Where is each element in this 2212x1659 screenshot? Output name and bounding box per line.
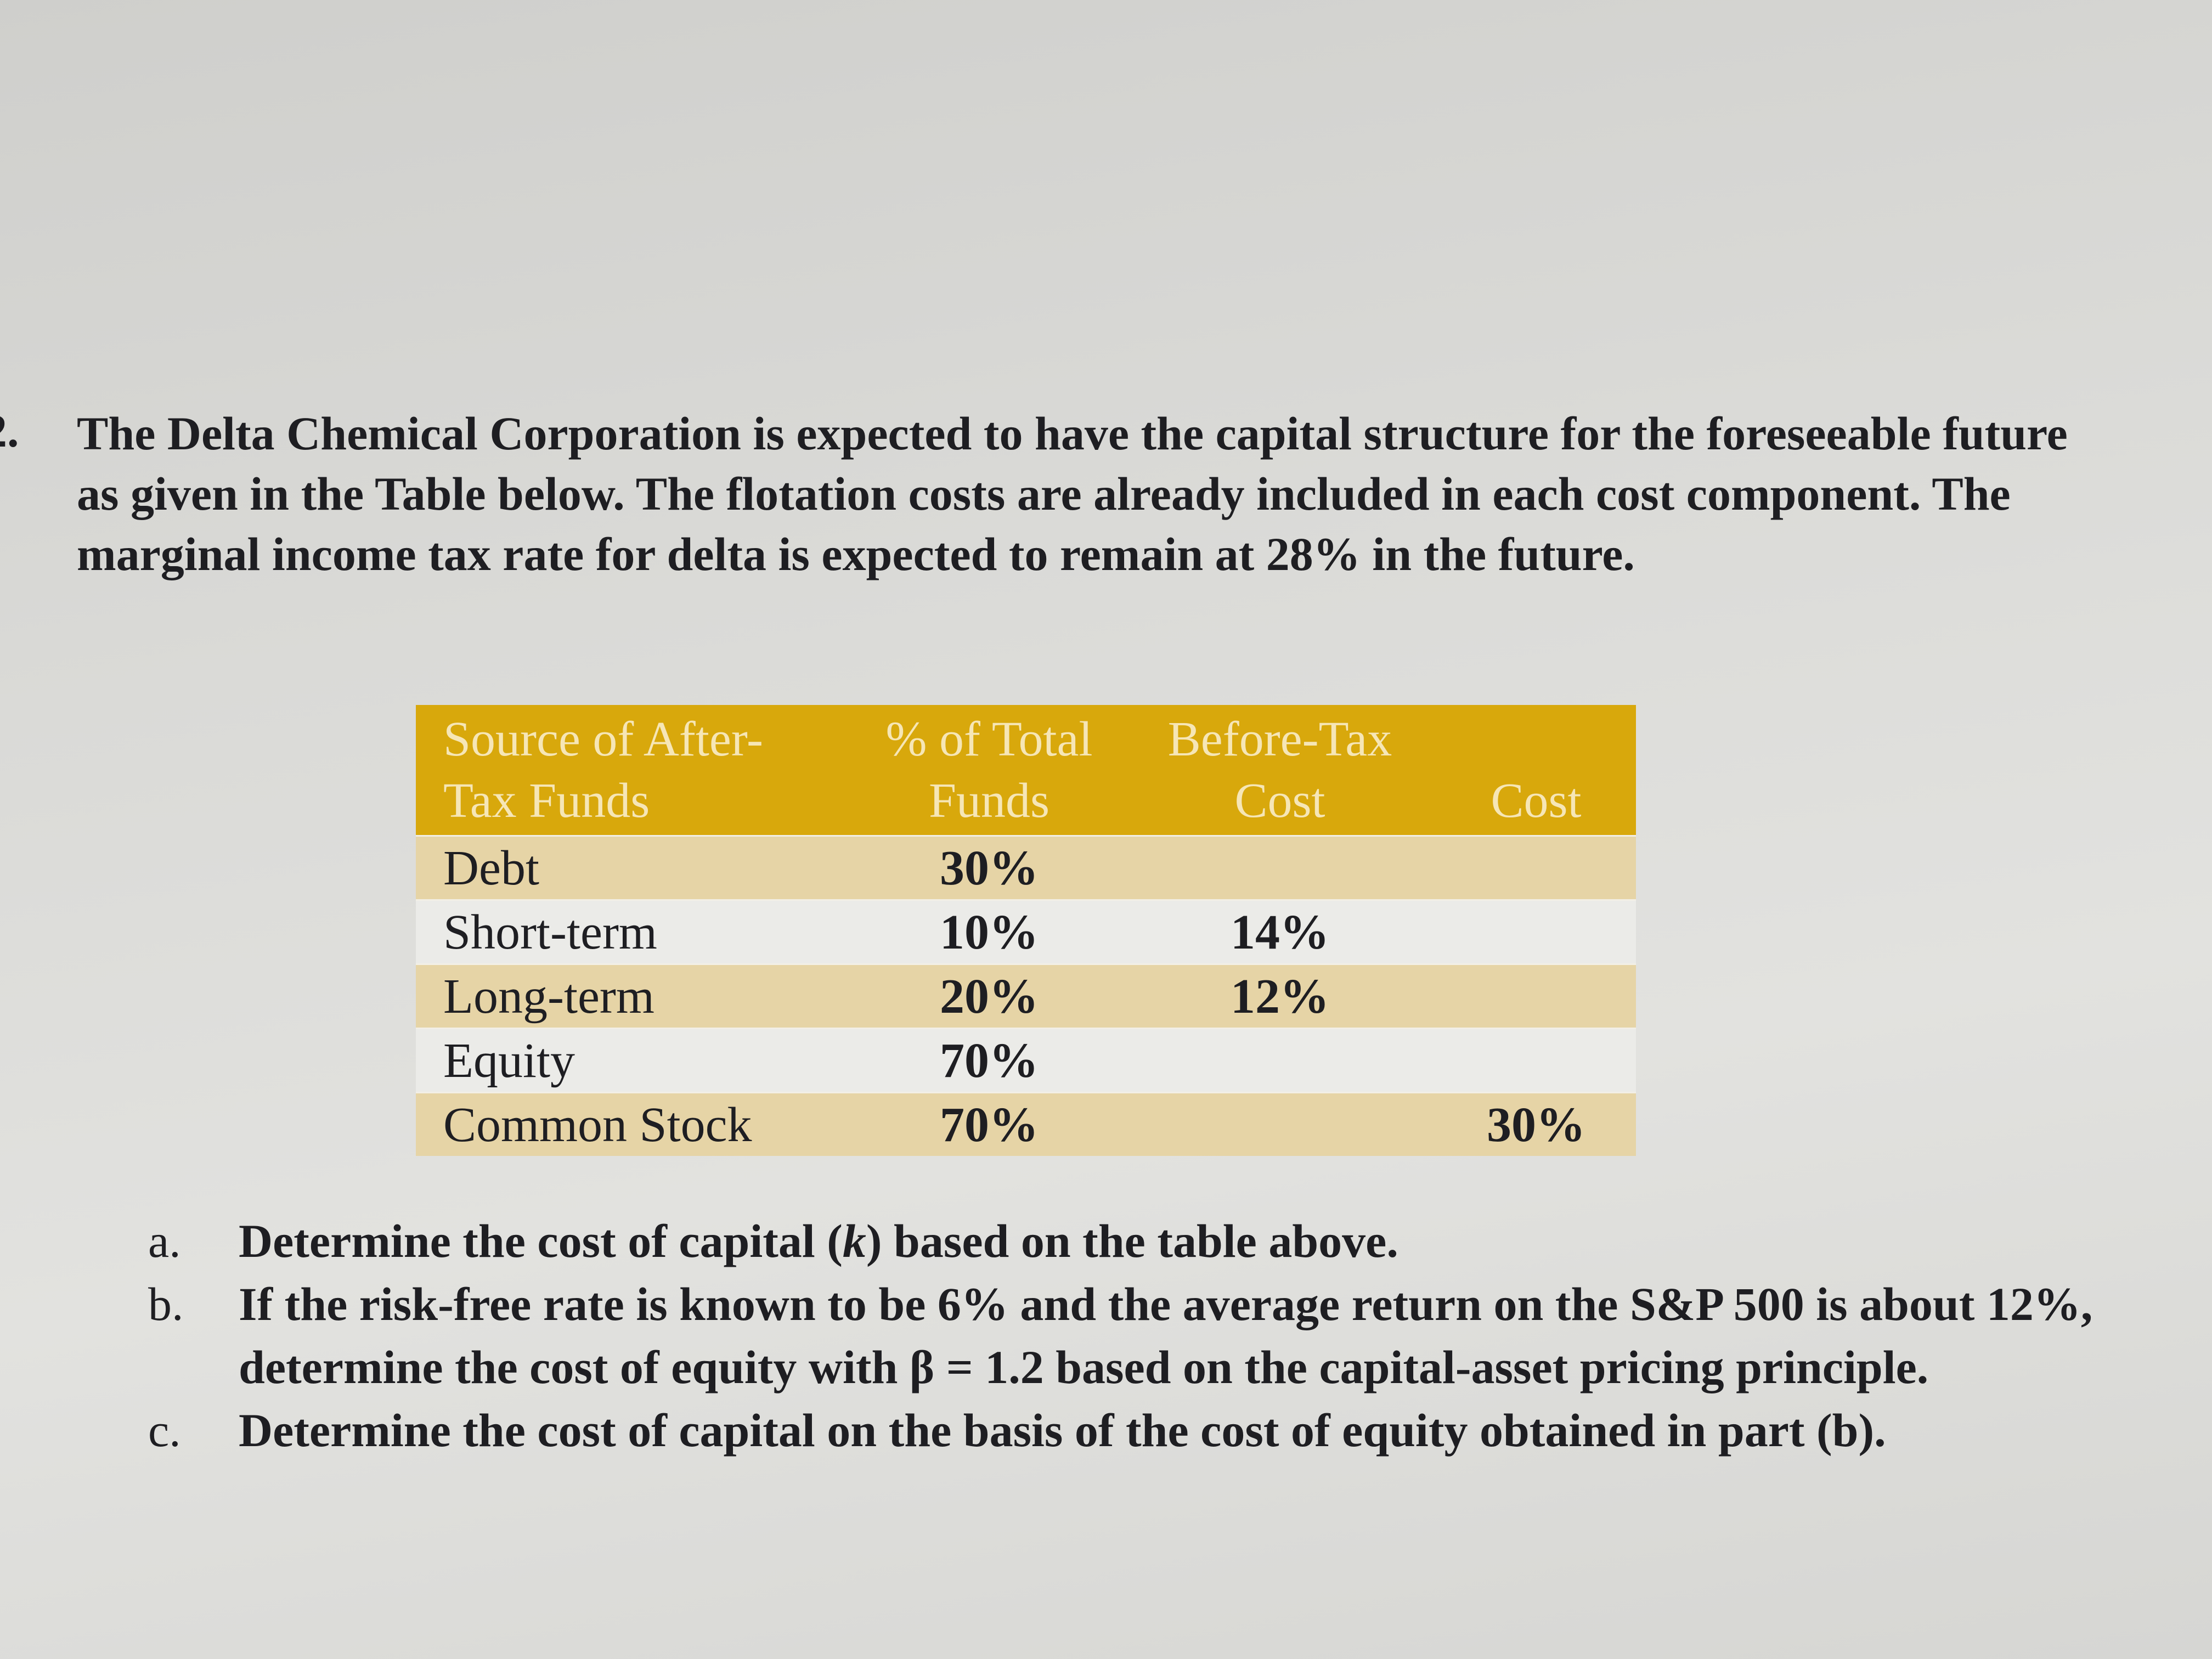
header-line: % of Total — [885, 712, 1093, 766]
header-cell: Before-Tax Cost — [1124, 705, 1436, 836]
table-cell: Long-term — [416, 963, 855, 1029]
questions: a. Determine the cost of capital (k) base… — [148, 1210, 2123, 1462]
question-text-part: ) based on the table above. — [866, 1215, 1398, 1267]
table-row: Equity 70% — [416, 1028, 1636, 1093]
table-cell: 30% — [1436, 1092, 1636, 1156]
table-cell — [1124, 1092, 1436, 1156]
table-cell — [1436, 899, 1636, 964]
question-text: Determine the cost of capital (k) based … — [239, 1210, 1398, 1273]
table-cell: 20% — [855, 963, 1124, 1029]
table-cell: Common Stock — [416, 1092, 855, 1156]
header-line: Cost — [1491, 774, 1582, 828]
table-cell: Short-term — [416, 899, 855, 964]
table-cell: 10% — [855, 899, 1124, 964]
question-text-part: k — [842, 1215, 866, 1267]
question: c. Determine the cost of capital on the b… — [148, 1399, 2123, 1462]
header-line: Source of After- — [443, 712, 763, 766]
table-cell: 12% — [1124, 963, 1436, 1029]
question-text: Determine the cost of capital on the bas… — [239, 1399, 1886, 1462]
header-cell: % of Total Funds — [855, 705, 1124, 836]
table-cell: 70% — [855, 1028, 1124, 1093]
question-text-part: Determine the cost of capital on the bas… — [239, 1404, 1886, 1457]
table-row: Debt 30% — [416, 835, 1636, 900]
header-line: Funds — [928, 774, 1050, 828]
capital-table: Source of After- Tax Funds % of Total Funds… — [416, 705, 1636, 1156]
question-label: c. — [148, 1404, 181, 1457]
table-cell: 14% — [1124, 899, 1436, 964]
question-text-part: Determine the cost of capital ( — [239, 1215, 843, 1267]
table-row: Short-term 10% 14% — [416, 899, 1636, 964]
table-cell — [1436, 835, 1636, 900]
question-text-part: If the risk-free rate is known to be 6% … — [239, 1278, 2093, 1393]
table-cell: 70% — [855, 1092, 1124, 1156]
header-line: Tax Funds — [443, 774, 650, 828]
header-cell: Cost — [1436, 705, 1636, 836]
header-cell: Source of After- Tax Funds — [416, 705, 855, 836]
question: b. If the risk-free rate is known to be 6… — [148, 1273, 2123, 1399]
table-cell — [1124, 1028, 1436, 1093]
table-cell — [1436, 963, 1636, 1029]
header-line: Before-Tax — [1167, 712, 1392, 766]
question-text: If the risk-free rate is known to be 6% … — [239, 1273, 2123, 1399]
problem-number: 2. — [0, 404, 19, 457]
question: a. Determine the cost of capital (k) base… — [148, 1210, 2123, 1273]
table-row: Common Stock 70% 30% — [416, 1092, 1636, 1156]
table-cell: 30% — [855, 835, 1124, 900]
table-cell: Equity — [416, 1028, 855, 1093]
table-cell — [1436, 1028, 1636, 1093]
table-cell: Debt — [416, 835, 855, 900]
table-cell — [1124, 835, 1436, 900]
question-label: a. — [148, 1215, 181, 1267]
header-row: Source of After- Tax Funds % of Total Funds… — [416, 705, 1636, 836]
header-line: Cost — [1234, 774, 1325, 828]
question-label: b. — [148, 1278, 184, 1330]
table-row: Long-term 20% 12% — [416, 963, 1636, 1029]
problem-text: The Delta Chemical Corporation is expect… — [77, 407, 2068, 580]
